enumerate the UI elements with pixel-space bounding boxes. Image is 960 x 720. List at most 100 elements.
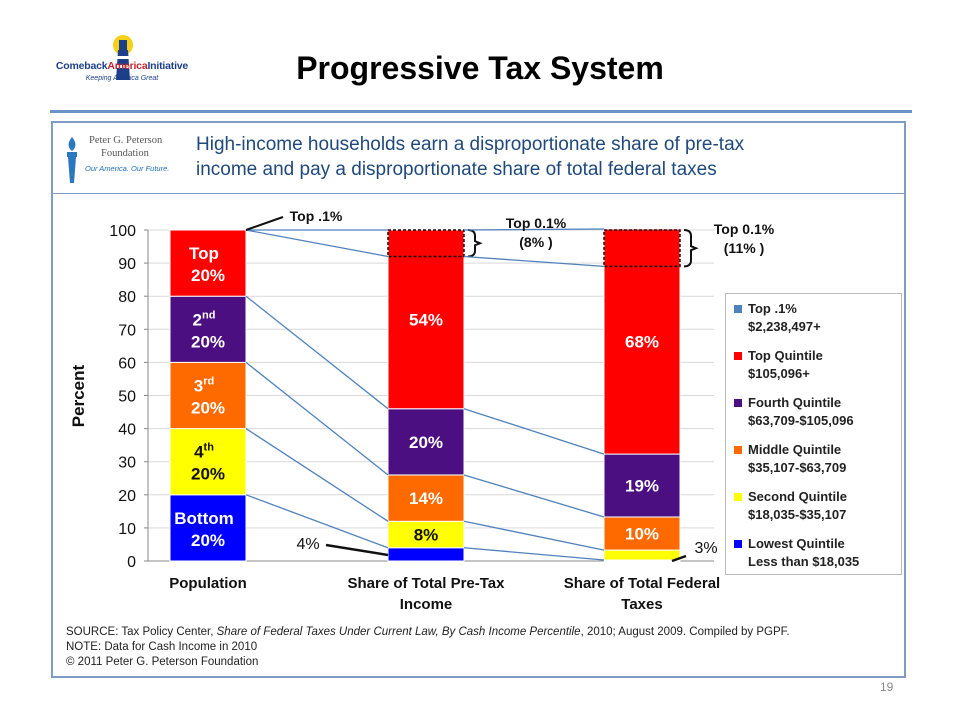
headline-line-1: High-income households earn a disproport… xyxy=(196,134,745,155)
legend-label-range: $35,107-$63,709 xyxy=(748,460,847,475)
bar-segment-middle xyxy=(169,361,247,430)
pgpf-banner: Peter G. Peterson Foundation Our America… xyxy=(53,123,904,194)
bar-segment-second xyxy=(169,428,247,496)
legend-swatch xyxy=(734,540,742,548)
connector-line xyxy=(245,295,389,410)
y-tick-label: 30 xyxy=(118,455,136,472)
logo-brand-text: ComebackAmericaInitiative xyxy=(55,60,189,72)
logo-tagline: Keeping America Great xyxy=(85,75,159,82)
bar-label-rank: Bottom xyxy=(174,509,233,528)
callout-taxes-low: 3% xyxy=(694,540,717,557)
top-pct-box xyxy=(603,229,681,268)
callout-income-top-pct: (8% ) xyxy=(519,234,552,250)
bar-label-rank: 2nd xyxy=(193,309,216,329)
bar-segment-lowest xyxy=(169,494,247,562)
x-category-label: Taxes xyxy=(621,596,662,613)
legend-label: Second Quintile $18,035-$35,107 xyxy=(748,488,847,524)
bar-label-rank: 4th xyxy=(194,442,214,462)
pgpf-name-line2: Foundation xyxy=(101,148,149,159)
x-category-label: Population xyxy=(169,575,247,592)
y-axis-title: Percent xyxy=(69,364,88,427)
callout-taxes-top-pct: (11% ) xyxy=(724,240,764,256)
y-tick-label: 60 xyxy=(118,355,136,372)
bar-segment-fourth xyxy=(603,453,681,518)
legend-label-name: Fourth Quintile xyxy=(748,395,842,410)
bar-segment-lowest xyxy=(387,547,465,562)
bar-label-value: 19% xyxy=(625,477,659,496)
bar-segment-fourth xyxy=(387,408,465,476)
y-tick-label: 80 xyxy=(118,289,136,306)
bar-segment-middle xyxy=(603,516,681,551)
legend-label-name: Middle Quintile xyxy=(748,442,842,457)
bar-segment-top xyxy=(169,229,247,297)
pgpf-name-line1: Peter G. Peterson xyxy=(89,135,163,146)
bar-label-value: 20% xyxy=(191,531,225,550)
legend-label-name: Top .1% xyxy=(748,301,797,316)
bar-segment-middle xyxy=(387,474,465,522)
chart-legend: Top .1% $2,238,497+ Top Quintile $105,096+ F… xyxy=(725,293,902,575)
pgpf-logo: Peter G. Peterson Foundation Our America… xyxy=(59,131,189,189)
source-note-line: NOTE: Data for Cash Income in 2010 xyxy=(66,641,258,653)
legend-label-range: $18,035-$35,107 xyxy=(748,507,847,522)
bar-label-value: 14% xyxy=(409,489,443,508)
callout-pointer xyxy=(325,543,389,557)
legend-label-range: Less than $18,035 xyxy=(748,554,860,569)
bar-label-value: 8% xyxy=(414,526,439,545)
legend-swatch xyxy=(734,399,742,407)
headline-line-2: income and pay a disproportionate share … xyxy=(196,159,717,180)
legend-label-range: $105,096+ xyxy=(748,366,810,381)
pgpf-tagline: Our America. Our Future. xyxy=(85,164,170,173)
y-tick-label: 50 xyxy=(118,389,136,406)
copyright: © 2011 Peter G. Peterson Foundation xyxy=(66,656,259,668)
legend-swatch xyxy=(734,305,742,313)
y-tick-label: 100 xyxy=(109,223,136,240)
bar-label-value: 20% xyxy=(191,465,225,484)
connector-line xyxy=(245,428,389,522)
connector-line xyxy=(463,547,605,561)
y-tick-label: 20 xyxy=(118,488,136,505)
lighthouse-icon xyxy=(113,35,133,80)
torch-icon xyxy=(67,137,77,183)
connector-line xyxy=(463,228,605,231)
callout-pointer xyxy=(245,216,284,231)
legend-label-name: Lowest Quintile xyxy=(748,536,845,551)
y-tick-label: 90 xyxy=(118,256,136,273)
page-title: Progressive Tax System xyxy=(296,50,664,86)
top-pct-box xyxy=(387,229,465,258)
legend-label: Top Quintile $105,096+ xyxy=(748,347,823,383)
connector-line xyxy=(245,361,389,476)
bar-label-value: 20% xyxy=(191,266,225,285)
bar-label-value: 20% xyxy=(191,332,225,351)
connector-line xyxy=(463,255,605,268)
callout-pop-top: Top .1% xyxy=(290,208,343,224)
bar-label-value: 54% xyxy=(409,310,443,329)
y-tick-label: 70 xyxy=(118,322,136,339)
connector-line xyxy=(463,408,605,455)
legend-label-range: $2,238,497+ xyxy=(748,319,821,334)
connector-line xyxy=(245,494,389,549)
y-tick-label: 10 xyxy=(118,521,136,538)
callout-income-top: Top 0.1% xyxy=(506,215,567,231)
top-pct-brace xyxy=(467,229,483,258)
source-note: SOURCE: Tax Policy Center, Share of Fede… xyxy=(66,625,896,670)
bar-segment-top xyxy=(387,229,465,410)
title-divider xyxy=(50,110,912,113)
bar-label-value: 68% xyxy=(625,333,659,352)
legend-label-range: $63,709-$105,096 xyxy=(748,413,854,428)
bar-segment-second xyxy=(603,549,681,561)
page-number: 19 xyxy=(880,680,894,694)
bar-label-value: 10% xyxy=(625,525,659,544)
legend-label: Lowest Quintile Less than $18,035 xyxy=(748,535,859,571)
bar-label-value: 20% xyxy=(409,433,443,452)
callout-pointer xyxy=(671,554,687,563)
connector-line xyxy=(463,474,605,518)
legend-label-name: Second Quintile xyxy=(748,489,847,504)
y-tick-label: 40 xyxy=(118,422,136,439)
comeback-america-logo: ComebackAmericaInitiative Keeping Americ… xyxy=(52,34,192,104)
bar-label-rank: Top xyxy=(189,244,219,263)
callout-taxes-top: Top 0.1% xyxy=(714,221,775,237)
x-category-label: Share of Total Federal xyxy=(564,575,720,592)
bar-label-value: 20% xyxy=(191,399,225,418)
legend-label: Top .1% $2,238,497+ xyxy=(748,300,821,336)
